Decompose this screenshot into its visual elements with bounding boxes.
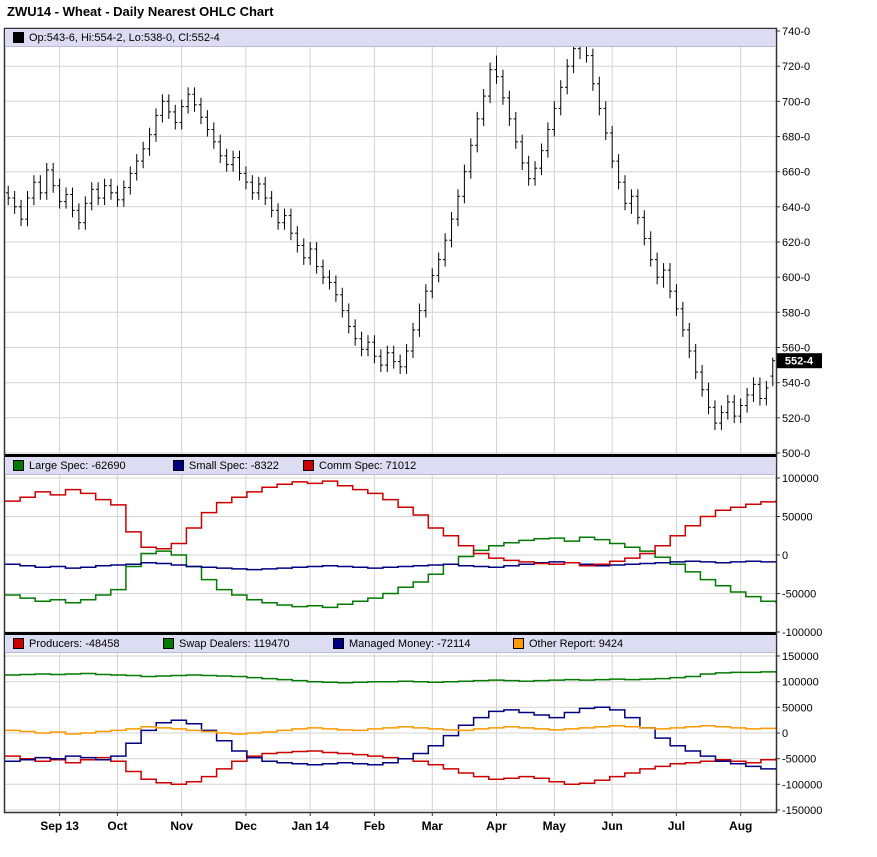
- price-axis-label: 640-0: [782, 202, 810, 214]
- legend-item-other-report: Other Report: 9424: [513, 635, 623, 652]
- price-axis-label: 720-0: [782, 61, 810, 73]
- price-axis-label: 540-0: [782, 378, 810, 390]
- price-axis-label: 680-0: [782, 132, 810, 144]
- price-axis-label: 700-0: [782, 96, 810, 108]
- panel-frame: 740-0 720-0 700-0 680-0 660-0 640-0 620-0 600-0…: [3, 26, 822, 833]
- price-axis-label: 560-0: [782, 343, 810, 355]
- legend-item-large-spec: Large Spec: -62690: [13, 457, 126, 474]
- disagg-legend: Producers: -48458 Swap Dealers: 119470 M…: [5, 635, 775, 653]
- price-axis-label: 740-0: [782, 26, 810, 38]
- price-axis-label: 580-0: [782, 307, 810, 319]
- x-axis-label: Oct: [107, 819, 127, 833]
- small-spec-legend-label: Small Spec: -8322: [189, 459, 279, 472]
- comm-spec-swatch: [303, 460, 314, 471]
- legend-item-producers: Producers: -48458: [13, 635, 120, 652]
- x-axis-label: Nov: [170, 819, 193, 833]
- price-axis-label: 600-0: [782, 272, 810, 284]
- x-axis-label: Sep 13: [40, 819, 79, 833]
- disagg-axis-label: -100000: [782, 779, 822, 791]
- comm-spec-legend-label: Comm Spec: 71012: [319, 459, 417, 472]
- legend-item-ohlc: Op:543-6, Hi:554-2, Lo:538-0, Cl:552-4: [13, 29, 220, 46]
- x-axis-label: Dec: [235, 819, 257, 833]
- cot-series-large-spec: [5, 536, 777, 609]
- managed-money-swatch: [333, 638, 344, 649]
- legend-item-swap-dealers: Swap Dealers: 119470: [163, 635, 289, 652]
- x-axis-label: Feb: [364, 819, 385, 833]
- x-axis-label: Jan 14: [292, 819, 330, 833]
- cot-series-small-spec: [5, 560, 777, 571]
- swap-dealers-legend-label: Swap Dealers: 119470: [179, 637, 290, 650]
- disagg-axis-label: 50000: [782, 702, 813, 714]
- large-spec-swatch: [13, 460, 24, 471]
- legend-item-managed-money: Managed Money: -72114: [333, 635, 471, 652]
- large-spec-legend-label: Large Spec: -62690: [29, 459, 126, 472]
- disagg-series-producers: [5, 750, 777, 786]
- cot-axis-label: 0: [782, 550, 788, 562]
- swap-dealers-swatch: [163, 638, 174, 649]
- last-price-badge: [777, 353, 822, 369]
- disagg-axis-label: 0: [782, 728, 788, 740]
- x-axis-label: Jun: [602, 819, 623, 833]
- cot-axis-label: 50000: [782, 512, 813, 524]
- chart-title: ZWU14 - Wheat - Daily Nearest OHLC Chart: [7, 4, 274, 19]
- producers-swatch: [13, 638, 24, 649]
- x-axis-label: Aug: [729, 819, 752, 833]
- price-axis-label: 660-0: [782, 167, 810, 179]
- price-axis-label: 620-0: [782, 237, 810, 249]
- disagg-series-swap-dealers: [5, 671, 777, 684]
- legend-item-comm-spec: Comm Spec: 71012: [303, 457, 416, 474]
- grid-lines: [5, 29, 776, 811]
- x-axis-label: May: [543, 819, 567, 833]
- managed-money-legend-label: Managed Money: -72114: [349, 637, 471, 650]
- disagg-axis-label: 150000: [782, 651, 819, 663]
- producers-legend-label: Producers: -48458: [29, 637, 120, 650]
- other-report-legend-label: Other Report: 9424: [529, 637, 624, 650]
- cot-axis-label: -50000: [782, 589, 816, 601]
- legend-item-small-spec: Small Spec: -8322: [173, 457, 279, 474]
- disagg-axis-label: -50000: [782, 754, 816, 766]
- disagg-axis-label: 100000: [782, 677, 819, 689]
- x-axis-label: Apr: [486, 819, 507, 833]
- last-price-badge-text: 552-4: [785, 356, 814, 368]
- x-axis-label: Mar: [422, 819, 444, 833]
- cot-legend: Large Spec: -62690 Small Spec: -8322 Com…: [5, 457, 775, 475]
- price-legend: Op:543-6, Hi:554-2, Lo:538-0, Cl:552-4: [5, 29, 775, 47]
- other-report-swatch: [513, 638, 524, 649]
- ohlc-bars: [6, 32, 775, 431]
- cot-axis-label: 100000: [782, 473, 819, 485]
- small-spec-swatch: [173, 460, 184, 471]
- price-axis-label: 500-0: [782, 448, 810, 460]
- cot-axis-label: -100000: [782, 627, 822, 639]
- ohlc-legend-label: Op:543-6, Hi:554-2, Lo:538-0, Cl:552-4: [29, 31, 220, 44]
- disagg-axis-label: -150000: [782, 805, 822, 817]
- price-axis-label: 520-0: [782, 413, 810, 425]
- ohlc-swatch: [13, 32, 24, 43]
- cot-series-comm-spec: [5, 480, 777, 567]
- disagg-series-other-report: [5, 725, 777, 735]
- x-axis-label: Jul: [668, 819, 685, 833]
